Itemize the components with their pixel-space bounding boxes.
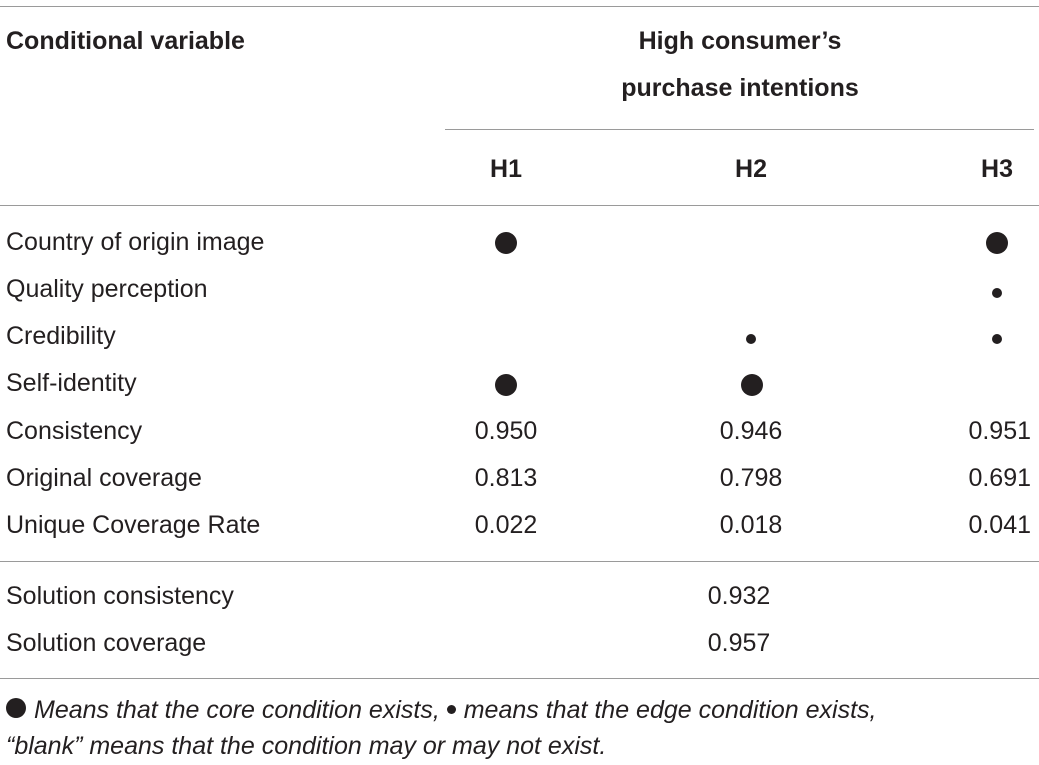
row-label: Self-identity [6, 369, 137, 397]
row-label: Quality perception [6, 275, 208, 303]
header-group-line-1: High consumer’s [638, 27, 842, 55]
footnote-part-1: Means that the core condition exists, [34, 696, 440, 724]
header-h3: H3 [981, 155, 1013, 183]
footnote-part-2: means that the edge condition exists, [463, 696, 877, 724]
solution-value: 0.932 [707, 582, 771, 610]
edge-condition-dot-icon [746, 334, 756, 344]
header-h2: H2 [735, 155, 767, 183]
cell-value: 0.798 [719, 464, 783, 492]
core-condition-dot-icon [495, 374, 517, 396]
header-group-line-2: purchase intentions [621, 74, 859, 102]
cell-value: 0.950 [474, 417, 538, 445]
cell-value: 0.946 [719, 417, 783, 445]
row-label: Credibility [6, 322, 116, 350]
body-bottom-rule [0, 561, 1039, 562]
cell-value: 0.951 [968, 417, 1031, 445]
row-label: Unique Coverage Rate [6, 511, 261, 539]
edge-condition-dot-icon [992, 288, 1002, 298]
cell-value: 0.041 [968, 511, 1031, 539]
cell-value: 0.813 [474, 464, 538, 492]
header-conditional-variable: Conditional variable [6, 27, 245, 55]
core-condition-dot-icon [741, 374, 763, 396]
footnote-part-3: “blank” means that the condition may or … [6, 732, 607, 760]
top-rule [0, 6, 1039, 7]
edge-condition-dot-icon [446, 704, 456, 714]
table-footnote: Means that the core condition exists, me… [6, 692, 1036, 764]
solution-label: Solution consistency [6, 582, 234, 610]
table-bottom-rule [0, 678, 1039, 679]
edge-condition-dot-icon [992, 334, 1002, 344]
row-label: Original coverage [6, 464, 202, 492]
cell-value: 0.022 [474, 511, 538, 539]
core-condition-dot-icon [986, 232, 1008, 254]
row-label: Consistency [6, 417, 143, 445]
cell-value: 0.018 [719, 511, 783, 539]
core-condition-dot-icon [6, 698, 26, 719]
solution-value: 0.957 [707, 629, 771, 657]
cell-value: 0.691 [968, 464, 1031, 492]
header-h1: H1 [490, 155, 522, 183]
group-underline [445, 129, 1034, 130]
header-bottom-rule [0, 205, 1039, 206]
solution-label: Solution coverage [6, 629, 207, 657]
row-label: Country of origin image [6, 228, 265, 256]
core-condition-dot-icon [495, 232, 517, 254]
